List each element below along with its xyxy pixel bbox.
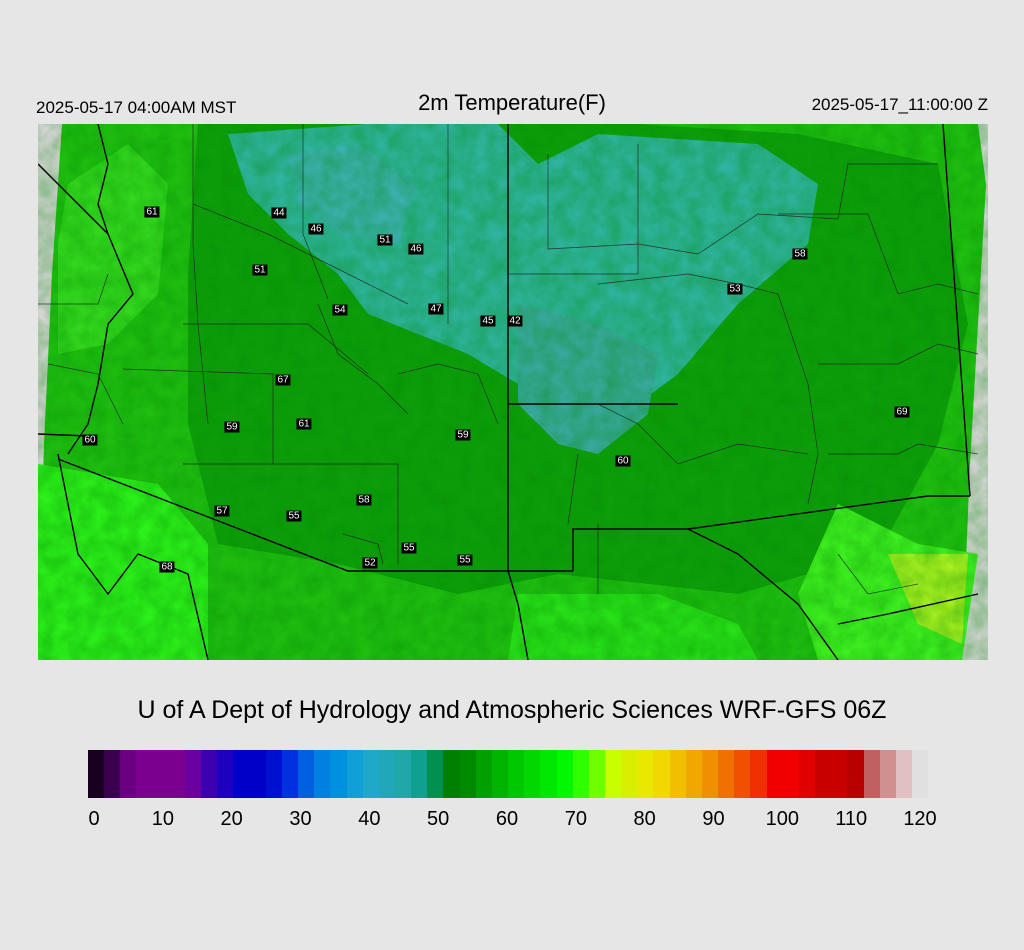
colorbar-swatch <box>394 750 412 798</box>
colorbar-tick-label: 120 <box>903 808 937 830</box>
local-time-label: 2025-05-17 04:00AM MST <box>36 98 237 117</box>
colorbar-tick-label: 50 <box>427 808 450 830</box>
station-value: 54 <box>332 304 348 316</box>
colorbar-swatch <box>314 750 331 798</box>
station-value: 58 <box>356 494 372 506</box>
colorbar-swatch <box>88 750 105 798</box>
colorbar-swatch <box>831 750 848 798</box>
colorbar-swatch <box>766 750 783 798</box>
colorbar-swatch <box>184 750 202 798</box>
station-value: 61 <box>144 206 160 218</box>
station-value: 45 <box>480 315 496 327</box>
colorbar-swatch <box>750 750 767 798</box>
colorbar-swatch <box>104 750 121 798</box>
station-value: 44 <box>271 207 287 219</box>
colorbar-tick-label: 100 <box>765 808 800 830</box>
station-value: 61 <box>296 418 312 430</box>
map-title: 2m Temperature(F) <box>418 90 606 115</box>
colorbar-swatch <box>588 750 605 798</box>
colorbar-swatch <box>120 750 137 798</box>
station-value: 60 <box>615 455 631 467</box>
colorbar-swatch <box>508 750 525 798</box>
colorbar-swatch <box>475 750 492 798</box>
colorbar-tick-label: 80 <box>633 808 656 830</box>
station-value: 46 <box>408 243 424 255</box>
station-value: 59 <box>455 429 471 441</box>
colorbar-swatch <box>782 750 799 798</box>
station-value: 59 <box>224 421 240 433</box>
colorbar-swatch <box>265 750 282 798</box>
colorbar-swatch <box>572 750 589 798</box>
colorbar-swatch <box>427 750 444 798</box>
colorbar-tick-label: 60 <box>495 808 519 830</box>
colorbar-tick-label: 90 <box>702 808 725 830</box>
station-value: 42 <box>507 315 523 327</box>
model-credit: U of A Dept of Hydrology and Atmospheric… <box>137 696 887 724</box>
map-field <box>38 124 988 660</box>
colorbar-swatch <box>459 750 476 798</box>
colorbar-swatch <box>411 750 428 798</box>
colorbar-tick-label: 30 <box>289 808 312 830</box>
colorbar-swatch <box>556 750 573 798</box>
colorbar-swatch <box>201 750 218 798</box>
colorbar-swatch <box>152 750 169 798</box>
colorbar-swatch <box>217 750 234 798</box>
colorbar-swatch <box>443 750 460 798</box>
colorbar-swatch <box>798 750 816 798</box>
station-value: 55 <box>286 510 302 522</box>
colorbar-tick-label: 40 <box>358 808 381 830</box>
colorbar-tick-label: 70 <box>564 808 587 830</box>
station-value: 58 <box>792 248 808 260</box>
colorbar-swatch <box>621 750 638 798</box>
colorbar-swatch <box>653 750 670 798</box>
colorbar-swatch <box>605 750 622 798</box>
colorbar-swatch <box>524 750 541 798</box>
station-value: 53 <box>727 283 743 295</box>
station-value: 52 <box>362 557 378 569</box>
temperature-map: 61 44 46 51 46 51 54 47 45 42 58 53 67 59 61 60 59 69 60 57… <box>38 124 988 660</box>
colorbar-swatch <box>669 750 686 798</box>
utc-time-label: 2025-05-17_11:00:00 Z <box>811 95 988 114</box>
station-value: 60 <box>82 434 98 446</box>
colorbar-swatch <box>863 750 880 798</box>
station-value: 69 <box>894 406 910 418</box>
colorbar-swatch <box>847 750 864 798</box>
colorbar-swatch <box>136 750 153 798</box>
colorbar-tick-label: 0 <box>88 808 100 830</box>
colorbar-swatch <box>491 750 509 798</box>
colorbar-swatch <box>815 750 832 798</box>
colorbar-swatch <box>718 750 735 798</box>
temperature-colorbar <box>88 750 929 798</box>
colorbar-swatch <box>330 750 347 798</box>
colorbar-swatch <box>249 750 266 798</box>
colorbar-ticks: 0 10 20 30 40 50 60 70 80 90 100 110 120 <box>88 808 936 838</box>
station-value: 55 <box>457 554 473 566</box>
station-value: 51 <box>377 234 393 246</box>
colorbar-swatch <box>298 750 315 798</box>
colorbar-swatch <box>168 750 185 798</box>
colorbar-swatch <box>362 750 379 798</box>
colorbar-swatch <box>281 750 299 798</box>
station-value: 51 <box>252 264 268 276</box>
colorbar-swatch <box>540 750 557 798</box>
colorbar-swatch <box>637 750 654 798</box>
station-value: 47 <box>428 303 444 315</box>
colorbar-swatch <box>701 750 719 798</box>
colorbar-tick-label: 10 <box>151 808 174 830</box>
colorbar-tick-label: 110 <box>835 808 868 830</box>
colorbar-swatch <box>911 750 929 798</box>
colorbar-swatch <box>378 750 395 798</box>
colorbar-swatch <box>879 750 896 798</box>
station-value: 68 <box>159 561 175 573</box>
colorbar-swatch <box>895 750 912 798</box>
colorbar-swatch <box>233 750 250 798</box>
colorbar-swatch <box>685 750 702 798</box>
colorbar-swatch <box>346 750 363 798</box>
station-value: 57 <box>214 505 230 517</box>
colorbar-tick-label: 20 <box>220 808 243 830</box>
station-value: 67 <box>275 374 291 386</box>
colorbar-swatch <box>734 750 751 798</box>
station-value: 46 <box>308 223 324 235</box>
station-value: 55 <box>401 542 417 554</box>
